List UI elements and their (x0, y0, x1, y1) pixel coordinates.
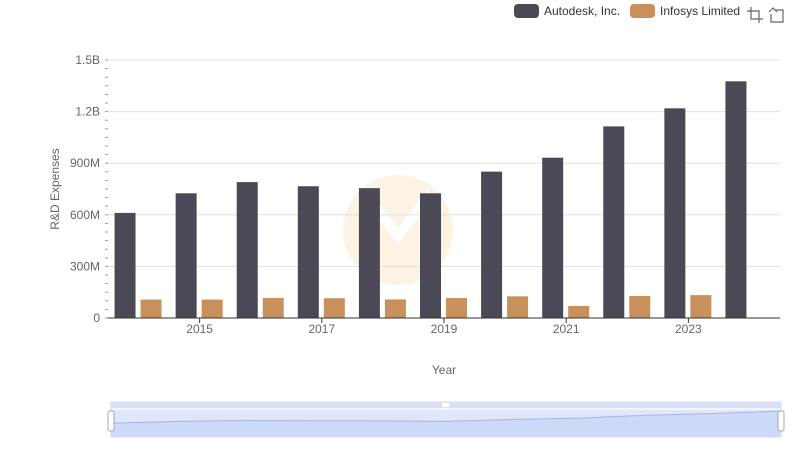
axes: 0 300M 600M 900M 1.2B 1.5B 2015 2017 2019 2021 202… (70, 53, 780, 336)
zoom-reset-icon[interactable] (768, 6, 786, 24)
slider-right-handle[interactable] (777, 410, 785, 432)
x-tick-label: 2019 (431, 322, 458, 336)
bar-infosys-2016[interactable] (262, 297, 284, 318)
legend-label-infosys: Infosys Limited (660, 4, 741, 18)
slider-left-handle[interactable] (107, 410, 115, 432)
bar-autodesk-2016[interactable] (236, 182, 258, 318)
bar-autodesk-2019[interactable] (420, 193, 441, 318)
legend-item-autodesk[interactable]: Autodesk, Inc. (514, 4, 620, 18)
bar-autodesk-2020[interactable] (481, 171, 503, 318)
bar-autodesk-2018[interactable] (358, 188, 380, 318)
bar-autodesk-2023[interactable] (664, 108, 686, 318)
y-tick-label: 1.2B (75, 105, 100, 119)
y-axis-label: R&D Expenses (48, 148, 62, 229)
y-tick-label: 600M (70, 208, 100, 222)
x-axis-label: Year (432, 363, 456, 377)
legend: Autodesk, Inc. Infosys Limited (514, 4, 750, 18)
bar-autodesk-2014[interactable] (114, 212, 136, 318)
y-tick-label: 300M (70, 259, 100, 273)
bar-infosys-2022[interactable] (629, 295, 651, 318)
bar-infosys-2014[interactable] (140, 299, 162, 318)
legend-swatch-infosys (630, 4, 656, 18)
bar-infosys-2017[interactable] (323, 298, 345, 318)
y-tick-label: 0 (93, 311, 100, 325)
bar-infosys-2018[interactable] (384, 299, 406, 318)
x-tick-label: 2017 (308, 322, 335, 336)
bar-autodesk-2024[interactable] (725, 81, 747, 318)
x-tick-label: 2021 (553, 322, 580, 336)
bar-infosys-2015[interactable] (201, 299, 223, 318)
toolbox (746, 6, 786, 24)
bar-infosys-2021[interactable] (568, 305, 590, 318)
legend-swatch-autodesk (514, 4, 539, 18)
x-tick-label: 2015 (186, 322, 213, 336)
x-tick-label: 2023 (675, 322, 702, 336)
slider-area (111, 411, 781, 437)
y-tick-label: 1.5B (75, 53, 100, 67)
legend-item-infosys[interactable]: Infosys Limited (630, 4, 740, 18)
bar-autodesk-2017[interactable] (297, 186, 319, 318)
slider-move-handle[interactable] (442, 403, 449, 407)
bar-infosys-2019[interactable] (446, 298, 467, 318)
slider-line (110, 410, 782, 424)
zoom-select-icon[interactable] (746, 6, 764, 24)
bar-autodesk-2015[interactable] (175, 193, 197, 318)
bars (114, 81, 747, 318)
bar-autodesk-2022[interactable] (603, 126, 625, 318)
bar-infosys-2023[interactable] (690, 295, 712, 318)
y-tick-label: 900M (70, 156, 100, 170)
bar-autodesk-2021[interactable] (542, 157, 564, 318)
legend-label-autodesk: Autodesk, Inc. (544, 4, 621, 18)
zoom-slider[interactable] (107, 401, 785, 438)
bar-infosys-2020[interactable] (507, 296, 529, 318)
slider-selection (111, 410, 781, 437)
